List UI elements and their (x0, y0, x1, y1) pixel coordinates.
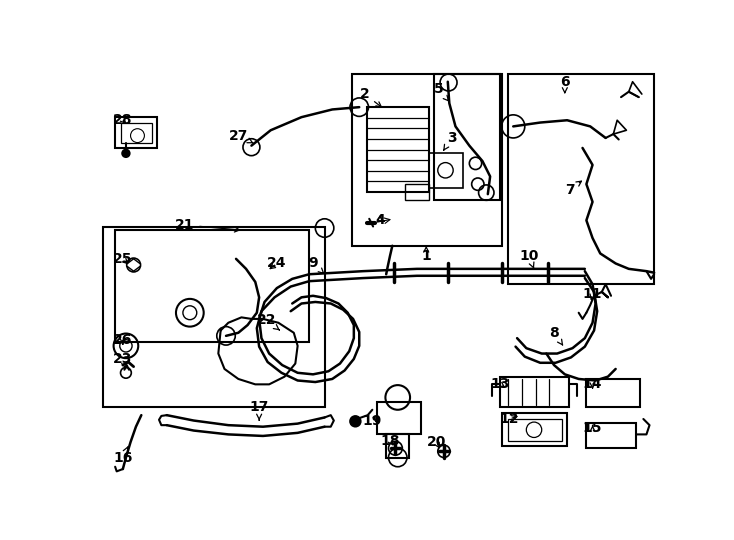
Bar (508, 419, 562, 441)
Text: 28: 28 (113, 113, 133, 127)
Text: 25: 25 (113, 252, 133, 266)
Bar (508, 74, 654, 284)
Bar (500, 377, 570, 408)
Text: 15: 15 (583, 421, 603, 435)
Text: 21: 21 (175, 218, 239, 232)
Text: 23: 23 (113, 352, 133, 369)
Bar (386, 434, 410, 457)
Text: 3: 3 (443, 131, 457, 150)
Bar (377, 402, 421, 434)
Bar (352, 74, 501, 246)
Text: 20: 20 (426, 435, 446, 449)
Text: 13: 13 (490, 377, 510, 392)
Text: 19: 19 (363, 414, 382, 428)
Text: 8: 8 (549, 326, 563, 345)
Text: 1: 1 (421, 246, 431, 263)
Text: 2: 2 (360, 87, 382, 107)
Circle shape (122, 150, 130, 157)
Text: 27: 27 (229, 129, 253, 143)
Text: 16: 16 (113, 447, 133, 464)
Text: 11: 11 (583, 287, 603, 301)
Bar (501, 413, 567, 446)
Text: 22: 22 (257, 313, 280, 330)
Bar (586, 423, 636, 448)
Circle shape (350, 416, 361, 427)
Bar (429, 153, 463, 188)
Bar (367, 107, 429, 192)
Bar (120, 123, 152, 143)
Text: 6: 6 (560, 75, 570, 93)
Bar (103, 226, 324, 408)
Text: 26: 26 (113, 334, 133, 347)
Text: 18: 18 (380, 434, 400, 448)
Bar (434, 74, 500, 200)
Text: 17: 17 (250, 401, 269, 420)
Bar (405, 184, 429, 200)
Text: 14: 14 (583, 377, 603, 392)
Bar (586, 379, 640, 408)
Text: 4: 4 (375, 213, 385, 227)
Bar (115, 117, 157, 148)
Text: 10: 10 (519, 249, 538, 268)
Text: 5: 5 (434, 83, 448, 101)
Text: 7: 7 (564, 181, 581, 197)
Bar (115, 231, 309, 342)
Text: 9: 9 (308, 256, 324, 273)
Text: 24: 24 (267, 256, 286, 271)
Text: 12: 12 (500, 412, 519, 426)
